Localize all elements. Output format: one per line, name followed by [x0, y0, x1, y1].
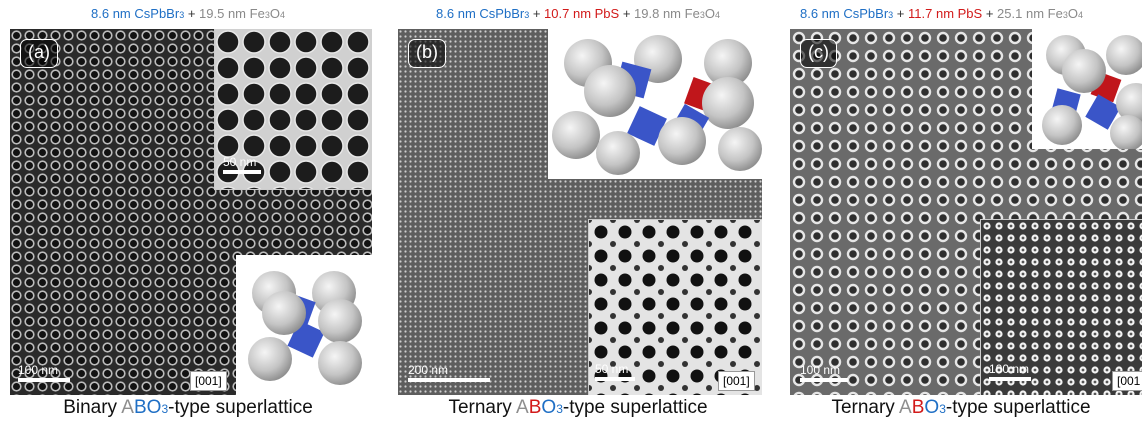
- zone-axis-b: [001]: [718, 371, 755, 391]
- panel-c-header: 8.6 nm CsPbBr3 + 11.7 nm PbS + 25.1 nm F…: [800, 6, 1142, 21]
- structure-model-b: [548, 29, 762, 179]
- fe3o4-size: 25.1 nm: [997, 6, 1045, 21]
- fe3o4-formula: Fe3O4: [249, 6, 285, 21]
- fe3o4-formula: Fe3O4: [684, 6, 720, 21]
- inset-hr-c: 100 nm: [980, 219, 1142, 395]
- pbs-size: 11.7 nm PbS: [908, 6, 983, 21]
- plus-sign: +: [529, 6, 545, 21]
- tem-image-b: 50 nm (b) 200 nm [001]: [398, 29, 762, 395]
- panel-a: 8.6 nm CsPbBr3 + 19.5 nm Fe3O4 50 nm: [0, 0, 376, 422]
- cspbbr-formula: CsPbBr3: [843, 6, 894, 21]
- plus-sign: +: [893, 6, 909, 21]
- scale-bar-main-a: 100 nm: [18, 363, 70, 382]
- tem-image-c: 100 nm (c) 100 nm [001: [790, 29, 1142, 395]
- fe3o4-size: 19.5 nm: [199, 6, 247, 21]
- plus-sign: +: [619, 6, 635, 21]
- structure-model-c: [1032, 29, 1142, 149]
- scale-bar-main-c: 100 nm: [800, 363, 848, 382]
- panel-label-a: (a): [20, 39, 58, 68]
- cspbbr-size: 8.6 nm: [436, 6, 476, 21]
- inset-hr-b: 50 nm: [588, 219, 762, 395]
- cspbbr-formula: CsPbBr3: [479, 6, 530, 21]
- panel-label-b: (b): [408, 39, 446, 68]
- tem-image-a: 50 nm (a) 100 nm [001]: [10, 29, 372, 395]
- zone-axis-a: [001]: [190, 371, 227, 391]
- plus-sign: +: [982, 6, 998, 21]
- cspbbr-size: 8.6 nm: [800, 6, 840, 21]
- inset-hr-a: 50 nm: [214, 29, 372, 190]
- scale-bar-inset-c: 100 nm: [989, 362, 1031, 381]
- cspbbr-formula: CsPbBr3: [134, 6, 185, 21]
- panel-c: 8.6 nm CsPbBr3 + 11.7 nm PbS + 25.1 nm F…: [780, 0, 1142, 422]
- panel-b: 8.6 nm CsPbBr3 + 10.7 nm PbS + 19.8 nm F…: [388, 0, 768, 422]
- scale-bar-inset-b: 50 nm: [595, 362, 635, 381]
- zone-axis-c: [001: [1112, 371, 1142, 391]
- caption-b: Ternary ABO3-type superlattice: [448, 397, 708, 418]
- structure-model-a: [236, 255, 372, 395]
- scale-bar-inset-a: 50 nm: [223, 155, 261, 174]
- cspbbr-size: 8.6 nm: [91, 6, 131, 21]
- panel-a-header: 8.6 nm CsPbBr3 + 19.5 nm Fe3O4: [0, 6, 376, 21]
- panel-b-header: 8.6 nm CsPbBr3 + 10.7 nm PbS + 19.8 nm F…: [388, 6, 768, 21]
- fe3o4-formula: Fe3O4: [1047, 6, 1083, 21]
- caption-c: Ternary ABO3-type superlattice: [831, 397, 1091, 418]
- pbs-size: 10.7 nm PbS: [544, 6, 620, 21]
- panel-label-c: (c): [800, 39, 837, 68]
- caption-a: Binary ABO3-type superlattice: [63, 397, 313, 418]
- scale-bar-main-b: 200 nm: [408, 363, 490, 382]
- fe3o4-size: 19.8 nm: [634, 6, 682, 21]
- plus-sign: +: [184, 6, 200, 21]
